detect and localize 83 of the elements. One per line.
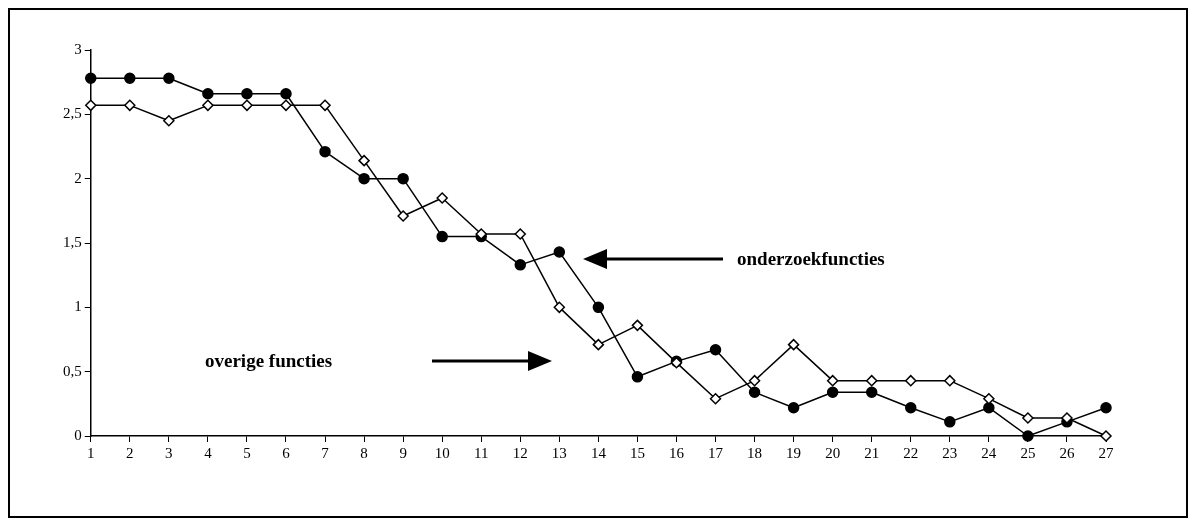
x-tick-label: 20 [825, 444, 841, 461]
point [163, 72, 175, 85]
point [397, 210, 409, 222]
x-tick-label: 9 [399, 444, 407, 461]
point [319, 145, 331, 158]
point [280, 88, 292, 100]
point [905, 401, 917, 414]
point [826, 374, 839, 387]
point [748, 374, 761, 387]
x-tick-label: 4 [204, 444, 213, 461]
x-tick-label: 6 [282, 444, 291, 461]
point [202, 88, 214, 100]
x-tick-label: 27 [1098, 444, 1114, 461]
x-tick-label: 18 [747, 444, 763, 461]
y-tick-label: 1,5 [63, 233, 82, 250]
point [553, 246, 566, 258]
point [85, 99, 97, 112]
point [865, 386, 878, 398]
point [944, 374, 956, 387]
annotation: onderzoekfuncties [737, 248, 885, 270]
point [905, 374, 917, 387]
x-tick-label: 13 [551, 444, 567, 461]
point [865, 374, 878, 387]
point [592, 301, 605, 314]
point [436, 230, 448, 243]
point [358, 154, 370, 167]
annotation: overige functies [205, 350, 333, 372]
y-tick-label: 1 [74, 298, 82, 315]
point [944, 416, 956, 428]
point [280, 99, 292, 112]
x-tick-label: 10 [434, 444, 450, 461]
point [124, 72, 136, 85]
x-tick-label: 17 [708, 444, 724, 461]
y-tick-label: 0 [74, 426, 82, 443]
point [163, 115, 175, 127]
x-tick-label: 3 [165, 444, 173, 461]
point [241, 99, 253, 112]
point [787, 338, 800, 351]
x-tick-label: 2 [126, 444, 134, 461]
x-tick-label: 8 [360, 444, 368, 461]
point [514, 228, 527, 240]
point [85, 72, 97, 85]
point [1022, 430, 1034, 442]
point [1022, 412, 1034, 424]
x-tick-label: 5 [243, 444, 251, 461]
point [397, 172, 409, 185]
y-tick-label: 2,5 [63, 105, 82, 122]
x-tick-label: 11 [474, 444, 489, 461]
y-tick-label: 3 [74, 40, 82, 57]
point [358, 172, 370, 185]
point [553, 301, 566, 314]
x-tick-label: 15 [629, 444, 645, 461]
x-tick-label: 14 [590, 444, 607, 461]
point [436, 192, 448, 204]
x-tick-label: 24 [981, 444, 997, 461]
point [826, 386, 839, 398]
x-tick-label: 25 [1020, 444, 1036, 461]
point [709, 392, 722, 405]
x-tick-label: 7 [321, 444, 330, 461]
point [202, 99, 214, 112]
point [592, 338, 605, 351]
point [1100, 401, 1112, 414]
x-tick-label: 22 [903, 444, 919, 461]
point [241, 88, 253, 100]
point [124, 99, 136, 112]
point [1100, 430, 1112, 442]
x-tick-label: 12 [512, 444, 528, 461]
point [319, 99, 331, 112]
x-tick-label: 19 [786, 444, 802, 461]
x-tick-label: 16 [668, 444, 685, 461]
y-tick-label: 2 [74, 169, 82, 186]
point [631, 319, 644, 332]
point [631, 371, 644, 383]
point [748, 386, 761, 398]
point [514, 259, 527, 271]
x-tick-label: 1 [87, 444, 95, 461]
x-tick-label: 26 [1059, 444, 1075, 461]
point [787, 401, 800, 414]
point [983, 401, 995, 414]
point [709, 344, 722, 356]
x-tick-label: 23 [942, 444, 958, 461]
x-tick-label: 21 [864, 444, 880, 461]
y-tick-label: 0,5 [63, 362, 82, 379]
